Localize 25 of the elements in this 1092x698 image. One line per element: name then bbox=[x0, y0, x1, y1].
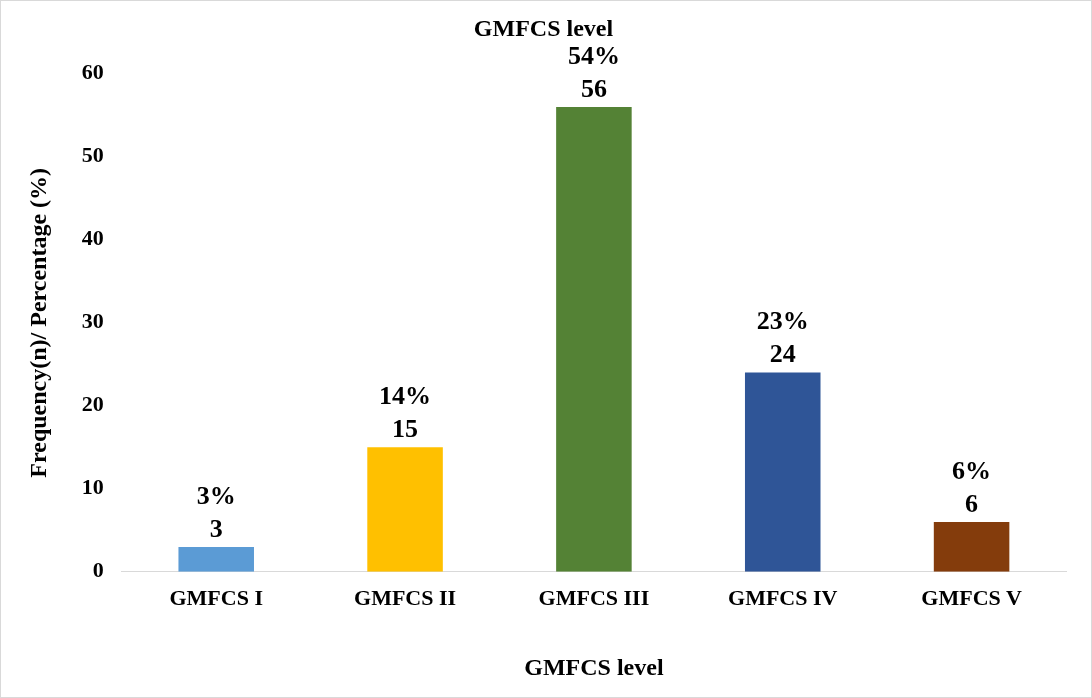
bar bbox=[744, 372, 821, 572]
data-label: 23% 24 bbox=[756, 306, 809, 369]
data-label: 54% 56 bbox=[567, 40, 620, 103]
x-tick-label: GMFCS V bbox=[921, 584, 1022, 610]
y-tick-label: 30 bbox=[81, 308, 104, 334]
bar bbox=[556, 107, 632, 572]
y-tick-label: 0 bbox=[92, 557, 104, 583]
bar bbox=[367, 447, 443, 572]
data-label: 3% 3 bbox=[196, 480, 236, 543]
y-tick-label: 60 bbox=[81, 59, 104, 85]
bar bbox=[933, 522, 1010, 572]
y-axis-title: Frequency(n)/ Percentage (%) bbox=[24, 167, 51, 478]
y-tick-label: 20 bbox=[81, 391, 104, 417]
x-tick-label: GMFCS III bbox=[538, 584, 650, 610]
x-axis-title: GMFCS level bbox=[524, 653, 664, 680]
data-label: 14% 15 bbox=[379, 381, 432, 444]
y-tick-label: 10 bbox=[81, 474, 104, 500]
x-tick-label: GMFCS I bbox=[169, 584, 263, 610]
y-tick-label: 40 bbox=[81, 225, 104, 251]
x-tick-label: GMFCS II bbox=[354, 584, 457, 610]
bar bbox=[178, 546, 254, 572]
chart-title: GMFCS level bbox=[473, 14, 614, 41]
y-tick-label: 50 bbox=[81, 142, 104, 168]
x-tick-label: GMFCS IV bbox=[728, 584, 838, 610]
data-label: 6% 6 bbox=[952, 455, 992, 518]
